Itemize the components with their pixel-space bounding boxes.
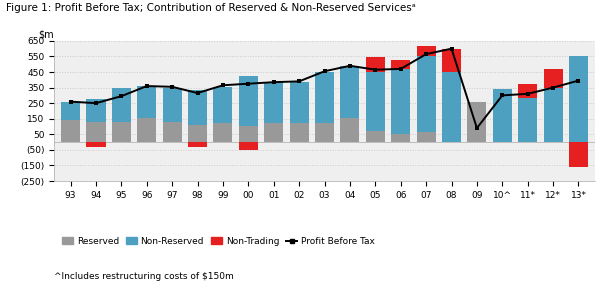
Bar <box>366 72 385 131</box>
Bar <box>442 72 461 142</box>
Bar <box>569 142 588 167</box>
Bar <box>213 87 233 124</box>
Bar <box>61 102 80 120</box>
Text: $m: $m <box>38 29 53 39</box>
Bar <box>112 88 131 122</box>
Bar <box>213 124 233 142</box>
Bar <box>264 124 283 142</box>
Bar <box>366 57 385 72</box>
Bar <box>87 142 106 147</box>
Bar <box>239 76 258 126</box>
Bar <box>442 49 461 72</box>
Bar <box>416 46 436 56</box>
Bar <box>391 60 410 69</box>
Text: ^Includes restructuring costs of $150m: ^Includes restructuring costs of $150m <box>54 272 234 281</box>
Bar <box>239 142 258 150</box>
Bar <box>391 69 410 133</box>
Bar <box>569 56 588 142</box>
Bar <box>543 69 563 88</box>
Bar <box>112 122 131 142</box>
Legend: Reserved, Non-Reserved, Non-Trading, Profit Before Tax: Reserved, Non-Reserved, Non-Trading, Pro… <box>59 233 379 249</box>
Bar <box>290 82 309 124</box>
Bar <box>163 122 182 142</box>
Bar <box>315 72 334 123</box>
Bar <box>188 142 207 147</box>
Bar <box>468 102 486 142</box>
Bar <box>518 98 537 142</box>
Bar <box>239 126 258 142</box>
Text: Figure 1: Profit Before Tax; Contribution of Reserved & Non-Reserved Servicesᵃ: Figure 1: Profit Before Tax; Contributio… <box>6 3 416 13</box>
Bar <box>188 125 207 142</box>
Bar <box>366 131 385 142</box>
Bar <box>493 89 512 142</box>
Bar <box>137 86 156 118</box>
Bar <box>518 84 537 98</box>
Bar <box>264 82 283 124</box>
Bar <box>163 88 182 122</box>
Bar <box>315 123 334 142</box>
Bar <box>137 118 156 142</box>
Bar <box>188 90 207 125</box>
Bar <box>87 122 106 142</box>
Bar <box>543 88 563 142</box>
Bar <box>87 99 106 122</box>
Bar <box>416 132 436 142</box>
Bar <box>61 120 80 142</box>
Bar <box>290 124 309 142</box>
Bar <box>340 118 359 142</box>
Bar <box>416 56 436 132</box>
Bar <box>391 133 410 142</box>
Bar <box>340 66 359 118</box>
